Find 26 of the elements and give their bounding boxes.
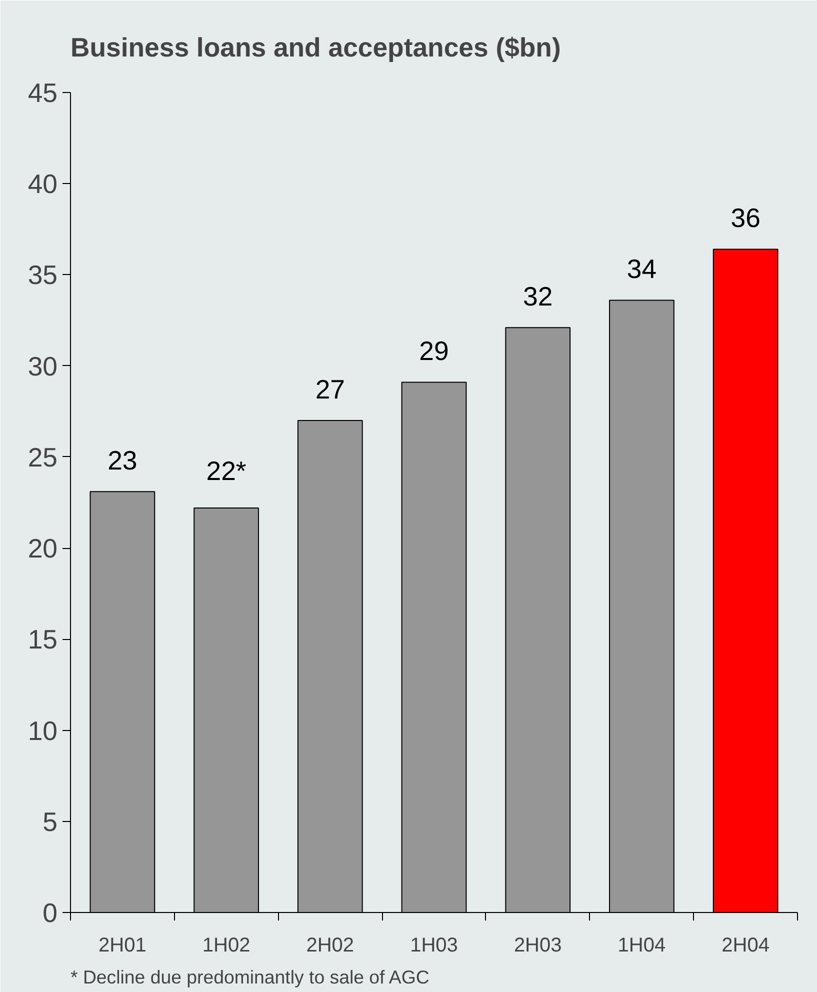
data-label: 29 bbox=[419, 336, 449, 366]
y-tick-label: 45 bbox=[28, 78, 58, 108]
y-tick-label: 25 bbox=[28, 442, 58, 472]
text: * Decline due predominantly to sale of AGC bbox=[70, 966, 430, 988]
x-tick-label: 2H02 bbox=[306, 934, 354, 956]
x-tick-label: 1H03 bbox=[410, 934, 458, 956]
data-label: 23 bbox=[108, 446, 138, 476]
x-tick-label: 2H04 bbox=[722, 934, 770, 956]
y-tick-label: 30 bbox=[28, 351, 58, 382]
x-tick-label: 1H02 bbox=[202, 934, 250, 956]
y-tick-label: 5 bbox=[42, 806, 58, 837]
data-label: 22* bbox=[206, 456, 246, 486]
x-tick-label: 2H01 bbox=[98, 934, 146, 956]
data-label: 27 bbox=[315, 374, 345, 404]
y-tick-label: 20 bbox=[28, 534, 58, 564]
x-tick-label: 2H03 bbox=[514, 934, 562, 956]
y-tick-label: 40 bbox=[28, 169, 58, 200]
y-tick-label: 10 bbox=[28, 716, 58, 746]
data-label: 36 bbox=[730, 203, 760, 234]
data-label: 34 bbox=[626, 254, 657, 284]
y-tick-label: 15 bbox=[28, 624, 58, 655]
data-label: 32 bbox=[523, 282, 553, 312]
x-tick-label: 1H04 bbox=[618, 934, 666, 956]
chart-title: Business loans and acceptances ($bn) bbox=[70, 32, 561, 62]
y-tick-label: 0 bbox=[42, 898, 58, 928]
y-tick-label: 35 bbox=[28, 260, 58, 290]
